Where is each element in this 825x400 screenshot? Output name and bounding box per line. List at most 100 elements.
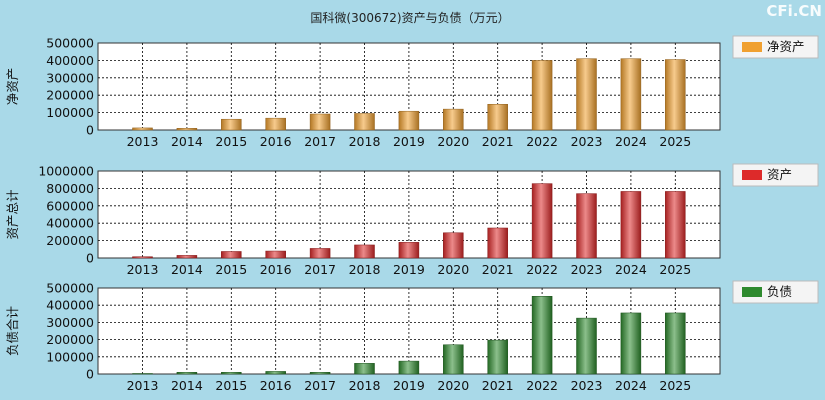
legend-swatch	[742, 170, 762, 180]
x-tick-label: 2025	[659, 134, 691, 149]
bar-2019	[398, 242, 420, 259]
bar-2021	[487, 227, 508, 259]
x-tick-label: 2016	[260, 134, 292, 149]
bar-2018	[354, 244, 375, 259]
y-tick-label: 500000	[46, 281, 94, 296]
y-tick-label: 400000	[46, 216, 94, 231]
bar-2016	[265, 117, 286, 131]
x-tick-label: 2023	[571, 134, 603, 149]
legend-box	[732, 35, 819, 59]
x-tick-label: 2025	[659, 262, 691, 277]
bar-2024	[620, 58, 642, 131]
legend-label: 净资产	[767, 39, 805, 54]
bar-2025	[665, 59, 686, 131]
x-tick-label: 2024	[615, 378, 647, 393]
x-tick-label: 2024	[615, 262, 647, 277]
bar-2021	[487, 103, 508, 131]
bar-2025	[665, 191, 686, 259]
bar-2014	[176, 128, 198, 131]
chart-panel-3: 0 100000 200000 300000 400000 500000 2013 2014 2…	[5, 280, 819, 393]
bar-2013	[132, 373, 153, 375]
x-tick-label: 2013	[127, 378, 159, 393]
x-tick-label: 2015	[215, 378, 247, 393]
x-tick-label: 2021	[482, 134, 514, 149]
y-tick-label: 0	[86, 123, 94, 138]
bar-2016	[265, 250, 286, 259]
bar-2016	[265, 371, 286, 375]
y-tick-label: 300000	[46, 70, 94, 85]
bar-2018	[354, 363, 375, 375]
x-tick-label: 2013	[127, 262, 159, 277]
x-tick-label: 2023	[571, 262, 603, 277]
x-tick-label: 2016	[260, 262, 292, 277]
y-axis-title: 净资产	[5, 68, 20, 106]
legend-box	[732, 280, 819, 304]
x-tick-label: 2018	[349, 134, 381, 149]
y-axis-title: 资产总计	[5, 189, 20, 239]
plot-area	[97, 287, 721, 375]
bar-2023	[576, 317, 597, 375]
x-tick-label: 2018	[349, 262, 381, 277]
chart-panel-1: 0 100000 200000 300000 400000 500000 2013 2014 2…	[5, 35, 819, 149]
bar-2013	[132, 256, 153, 259]
legend-label: 负债	[767, 284, 792, 299]
y-tick-label: 400000	[46, 53, 94, 68]
bar-2023	[576, 58, 597, 131]
y-tick-label: 200000	[46, 88, 94, 103]
x-tick-label: 2014	[171, 378, 203, 393]
bar-2017	[309, 248, 331, 259]
y-tick-label: 0	[86, 367, 94, 382]
x-tick-label: 2022	[526, 262, 558, 277]
y-tick-label: 100000	[46, 349, 94, 364]
legend-box	[732, 163, 819, 187]
x-tick-label: 2013	[127, 134, 159, 149]
y-tick-label: 400000	[46, 298, 94, 313]
bar-2022	[531, 296, 553, 375]
x-tick-label: 2016	[260, 378, 292, 393]
bar-2023	[576, 193, 597, 259]
legend-swatch	[742, 287, 762, 297]
y-tick-label: 300000	[46, 315, 94, 330]
x-tick-label: 2020	[437, 378, 469, 393]
bar-2015	[221, 372, 242, 375]
x-tick-label: 2014	[171, 134, 203, 149]
x-tick-label: 2015	[215, 262, 247, 277]
bar-2017	[309, 372, 331, 375]
chart-title: 国科微(300672)资产与负债（万元）	[310, 11, 509, 25]
bar-2014	[176, 255, 198, 259]
x-tick-label: 2019	[393, 378, 425, 393]
y-axis-title: 负债合计	[5, 306, 20, 356]
x-tick-label: 2021	[482, 378, 514, 393]
legend: 资产	[732, 163, 819, 187]
bar-2021	[487, 339, 508, 375]
y-tick-label: 0	[86, 251, 94, 266]
x-tick-label: 2017	[304, 378, 336, 393]
y-tick-label: 500000	[46, 36, 94, 51]
y-tick-label: 1000000	[38, 164, 94, 179]
x-tick-label: 2021	[482, 262, 514, 277]
bar-2022	[531, 183, 553, 259]
bar-2014	[176, 372, 198, 375]
x-tick-label: 2019	[393, 134, 425, 149]
bar-2020	[443, 108, 464, 131]
x-tick-label: 2024	[615, 134, 647, 149]
bar-2024	[620, 312, 642, 375]
x-tick-label: 2023	[571, 378, 603, 393]
bar-2015	[221, 251, 242, 259]
bar-2015	[221, 118, 242, 131]
x-tick-label: 2022	[526, 378, 558, 393]
bar-2024	[620, 191, 642, 259]
bar-2025	[665, 312, 686, 375]
y-tick-label: 600000	[46, 198, 94, 213]
legend: 负债	[732, 280, 819, 304]
bar-2020	[443, 232, 464, 259]
x-tick-label: 2020	[437, 134, 469, 149]
x-tick-label: 2020	[437, 262, 469, 277]
y-tick-label: 100000	[46, 105, 94, 120]
x-tick-label: 2017	[304, 134, 336, 149]
bar-2018	[354, 113, 375, 131]
bar-2013	[132, 127, 153, 131]
bar-2017	[309, 113, 331, 131]
x-tick-label: 2015	[215, 134, 247, 149]
